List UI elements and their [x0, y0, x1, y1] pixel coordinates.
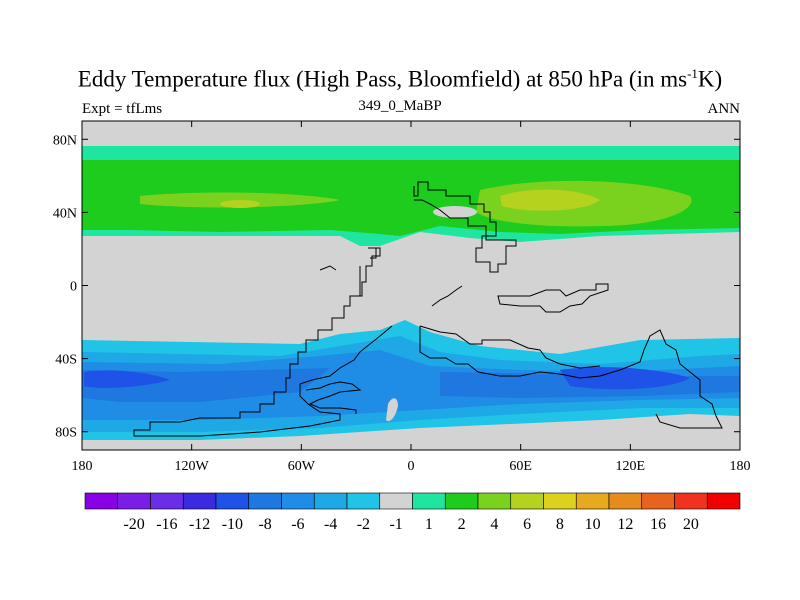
sh-band-10 — [560, 367, 690, 390]
x-tick-label: 60E — [509, 459, 532, 474]
coastline-antarctic-peninsula — [305, 381, 362, 414]
colorbar-swatch — [150, 492, 184, 510]
colorbar-label: -8 — [258, 516, 271, 533]
sh-gap-africa-tip — [386, 398, 398, 422]
x-tick-label: 120W — [175, 459, 210, 474]
title-main: Eddy Temperature flux (High Pass, Bloomf… — [77, 66, 688, 92]
colorbar-swatch — [379, 492, 413, 510]
y-tick-label: 40N — [53, 206, 77, 221]
x-tick-label: 0 — [408, 459, 415, 474]
colorbar-swatch — [248, 492, 282, 510]
colorbar-swatch — [313, 492, 348, 510]
colorbar-label: 4 — [490, 516, 498, 533]
contour-fill-layer — [82, 146, 740, 440]
coastline-europe — [413, 181, 517, 273]
nh-gap-mediterranean — [433, 206, 477, 218]
colorbar-label: -12 — [189, 516, 210, 533]
y-tick-label: 80S — [55, 426, 77, 441]
colorbar-swatch — [444, 492, 479, 510]
x-tick-label: 60W — [288, 459, 316, 474]
season-label: ANN — [707, 101, 741, 117]
title-end: K) — [697, 66, 723, 92]
colorbar-swatch — [182, 492, 217, 510]
title-superscript: -1 — [687, 66, 698, 81]
colorbar-label: -16 — [156, 516, 177, 533]
colorbar-swatch — [510, 492, 544, 510]
colorbar-swatch — [641, 492, 675, 510]
colorbar-swatch — [281, 492, 315, 510]
coastline-atlantic-strip — [350, 248, 377, 297]
colorbar-label: 1 — [425, 516, 433, 533]
coastlines — [133, 181, 723, 437]
colorbar-label: -20 — [123, 516, 144, 533]
coastline-southern — [419, 325, 601, 369]
axis-ticks: 180 120W 60W 0 60E 120E 180 80N 40N 0 40S 80S — [53, 121, 751, 474]
colorbar-swatch — [674, 492, 708, 510]
colorbar-swatch — [215, 492, 250, 510]
colorbar-label: 16 — [650, 516, 666, 533]
colorbar-label: 12 — [617, 516, 633, 533]
x-tick-label: 120E — [616, 459, 646, 474]
colorbar-swatch — [575, 492, 610, 510]
coastline-india — [497, 283, 609, 313]
nh-band-6-atlantic — [220, 200, 260, 208]
y-tick-label: 0 — [70, 280, 77, 295]
colorbar-swatch — [117, 492, 151, 510]
map-title: Eddy Temperature flux (High Pass, Bloomf… — [0, 66, 800, 93]
x-tick-label: 180 — [730, 459, 751, 474]
colorbar-swatch — [346, 492, 381, 510]
colorbar-label: 10 — [585, 516, 601, 533]
coastline-africa-east — [419, 326, 723, 429]
coastline-mid-isles — [319, 265, 337, 271]
coastline-atlantic-east — [431, 285, 463, 307]
colorbar: -20 -16 -12 -10 -8 -6 -4 -2 -1 1 2 4 6 8 10 12 16 20 — [84, 492, 741, 533]
x-tick-label: 180 — [72, 459, 93, 474]
colorbar-swatch — [477, 492, 512, 510]
sh-band-10-pacific — [84, 370, 170, 388]
colorbar-swatch — [543, 492, 577, 510]
colorbar-label: -2 — [357, 516, 370, 533]
y-tick-label: 40S — [55, 353, 77, 368]
colorbar-swatch — [412, 492, 446, 510]
colorbar-label: 20 — [683, 516, 699, 533]
colorbar-label: -6 — [291, 516, 304, 533]
colorbar-label: 8 — [556, 516, 564, 533]
y-tick-label: 80N — [53, 133, 77, 148]
colorbar-label: 6 — [523, 516, 531, 533]
nh-band-8 — [500, 189, 600, 211]
colorbar-label: 2 — [458, 516, 466, 533]
experiment-label: Expt = tfLms — [82, 101, 163, 117]
colorbar-label: -1 — [389, 516, 402, 533]
colorbar-label: -10 — [222, 516, 243, 533]
sh-band-6 — [82, 350, 740, 420]
colorbar-swatch — [608, 492, 643, 510]
colorbar-swatch — [706, 492, 741, 510]
colorbar-swatch — [84, 492, 119, 510]
colorbar-label: -4 — [324, 516, 337, 533]
run-id-label: 349_0_MaBP — [358, 98, 442, 114]
